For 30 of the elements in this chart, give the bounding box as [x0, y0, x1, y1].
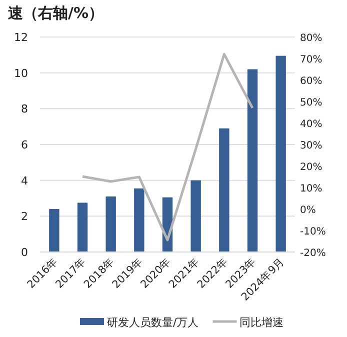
y2-tick-label: -20%: [300, 248, 326, 259]
bar: [219, 128, 230, 252]
y2-tick-label: 60%: [300, 76, 322, 87]
legend-label: 研发人员数量/万人: [107, 316, 199, 329]
y2-tick-label: 10%: [300, 184, 322, 194]
y2-tick-label: 80%: [300, 33, 322, 44]
legend-label: 同比增速: [240, 316, 284, 329]
y2-tick-label: 70%: [300, 54, 322, 66]
y2-tick-label: 40%: [300, 119, 322, 130]
y2-tick-label: 20%: [300, 162, 322, 173]
y-tick-label: 0: [21, 246, 28, 259]
y2-tick-label: 50%: [300, 98, 322, 108]
y-tick-label: 6: [21, 138, 28, 152]
y-tick-label: 4: [21, 174, 28, 188]
y-tick-label: 10: [14, 66, 28, 80]
y2-tick-label: 0%: [300, 205, 316, 216]
bar: [49, 209, 60, 252]
y-tick-label: 8: [21, 102, 28, 116]
y-tick-label: 2: [21, 210, 28, 224]
bar: [276, 56, 286, 252]
bar: [247, 69, 258, 252]
bar: [190, 180, 201, 252]
bar: [134, 188, 144, 252]
y2-tick-label: -10%: [300, 226, 326, 238]
line-series: [81, 52, 254, 242]
bar: [77, 202, 88, 252]
y-tick-label: 12: [14, 31, 28, 44]
bar: [106, 196, 116, 252]
y2-tick-label: 30%: [300, 140, 322, 152]
chart-title: 速（右轴/%）: [8, 4, 104, 22]
